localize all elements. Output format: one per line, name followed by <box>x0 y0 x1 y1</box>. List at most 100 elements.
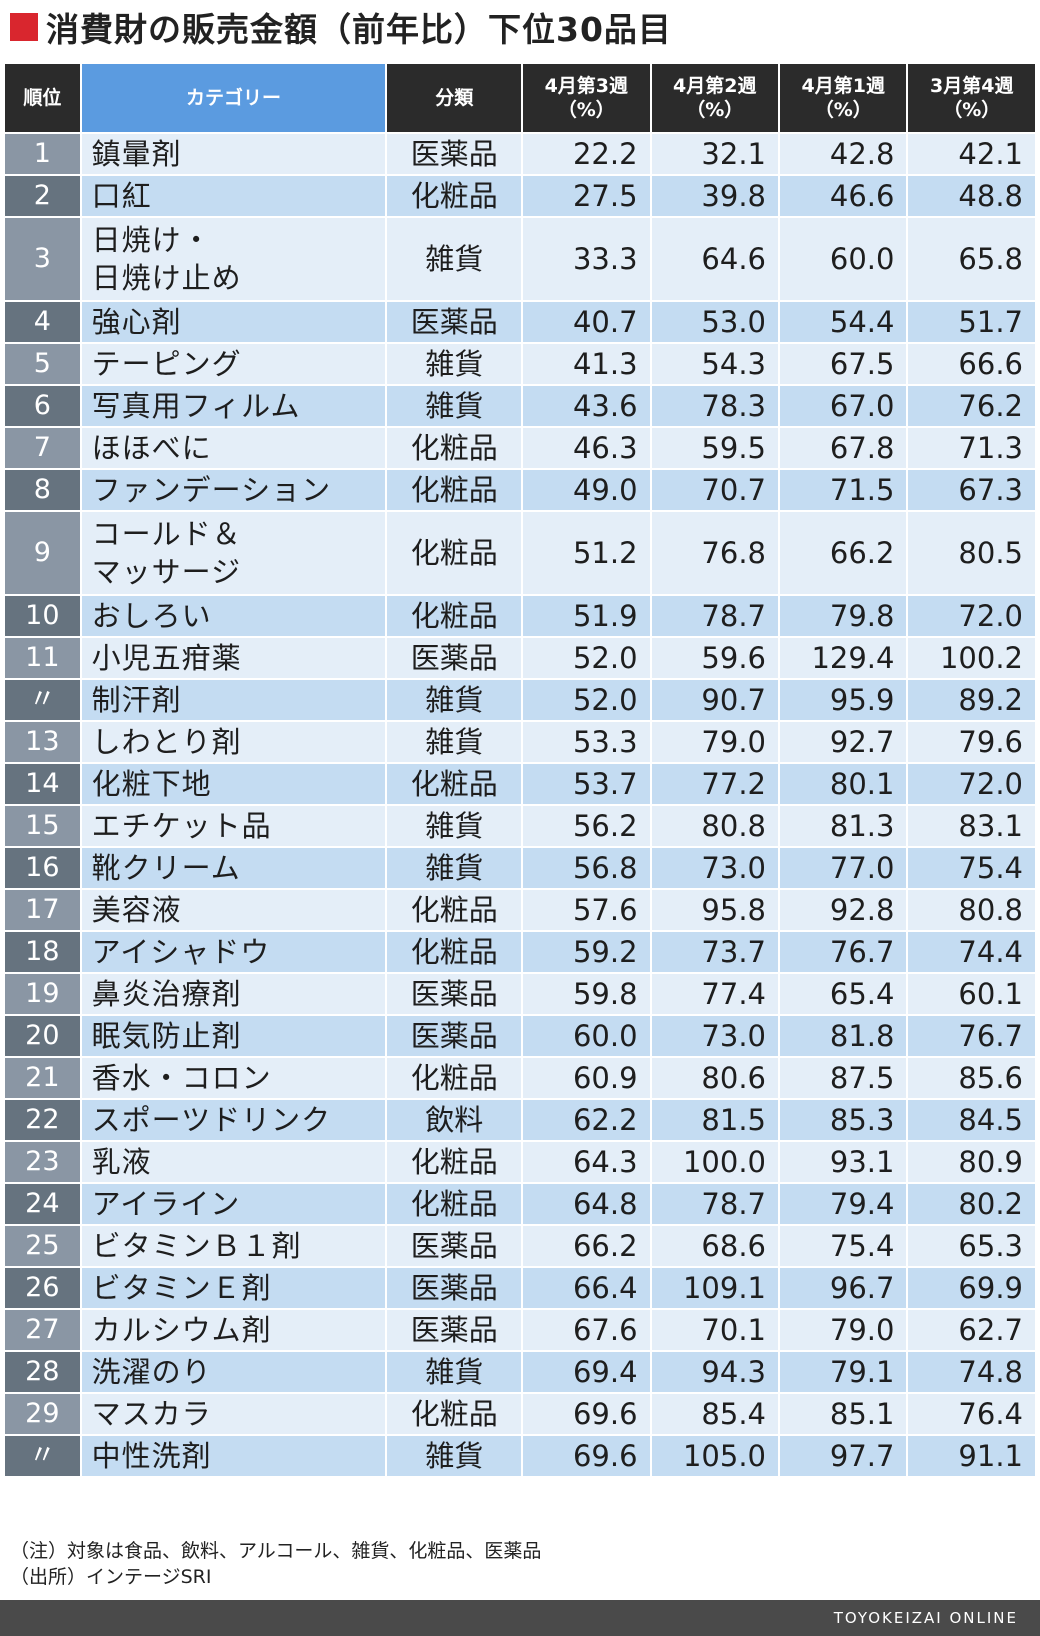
value-cell-apr3: 59.2 <box>521 930 652 974</box>
table-row: 11 小児五疳薬 医薬品 52.0 59.6 129.4 100.2 <box>3 636 1037 680</box>
value-cell-apr1: 97.7 <box>777 1434 909 1478</box>
table-row: 22 スポーツドリンク 飲料 62.2 81.5 85.3 84.5 <box>3 1098 1037 1142</box>
class-cell: 化粧品 <box>385 174 524 218</box>
value-cell-mar4: 72.0 <box>906 762 1037 806</box>
rank-cell: 8 <box>3 468 82 512</box>
table-row: 26 ビタミンＥ剤 医薬品 66.4 109.1 96.7 69.9 <box>3 1266 1037 1310</box>
rank-cell: 19 <box>3 972 82 1016</box>
category-cell: アイライン <box>79 1182 388 1226</box>
footer-bar: TOYOKEIZAI ONLINE <box>0 1600 1040 1636</box>
class-cell: 雑貨 <box>385 1434 524 1478</box>
rank-cell: 3 <box>3 216 82 302</box>
value-cell-mar4: 42.1 <box>906 132 1037 176</box>
class-cell: 医薬品 <box>385 1266 524 1310</box>
value-cell-apr2: 78.3 <box>649 384 781 428</box>
rank-cell: 14 <box>3 762 82 806</box>
table-row: 9 コールド＆ マッサージ 化粧品 51.2 76.8 66.2 80.5 <box>3 510 1037 596</box>
class-cell: 化粧品 <box>385 1392 524 1436</box>
value-cell-apr1: 79.0 <box>777 1308 909 1352</box>
category-cell: マスカラ <box>79 1392 388 1436</box>
header-rank: 順位 <box>3 62 82 134</box>
rank-cell: 11 <box>3 636 82 680</box>
value-cell-apr2: 80.6 <box>649 1056 781 1100</box>
value-cell-mar4: 89.2 <box>906 678 1037 722</box>
value-cell-apr3: 56.2 <box>521 804 652 848</box>
category-cell: 強心剤 <box>79 300 388 344</box>
value-cell-apr2: 79.0 <box>649 720 781 764</box>
class-cell: 化粧品 <box>385 930 524 974</box>
value-cell-mar4: 48.8 <box>906 174 1037 218</box>
value-cell-mar4: 71.3 <box>906 426 1037 470</box>
value-cell-apr3: 56.8 <box>521 846 652 890</box>
value-cell-mar4: 80.9 <box>906 1140 1037 1184</box>
value-cell-apr2: 78.7 <box>649 1182 781 1226</box>
ranking-table: 順位 カテゴリー 分類 4月第3週 （%） 4月第2週 （%） 4月第1週 （%… <box>3 62 1037 1478</box>
rank-cell: 6 <box>3 384 82 428</box>
category-cell: しわとり剤 <box>79 720 388 764</box>
rank-cell: 7 <box>3 426 82 470</box>
value-cell-mar4: 91.1 <box>906 1434 1037 1478</box>
rank-cell: 27 <box>3 1308 82 1352</box>
class-cell: 化粧品 <box>385 888 524 932</box>
rank-cell: 15 <box>3 804 82 848</box>
table-row: 28 洗濯のり 雑貨 69.4 94.3 79.1 74.8 <box>3 1350 1037 1394</box>
table-row: 17 美容液 化粧品 57.6 95.8 92.8 80.8 <box>3 888 1037 932</box>
value-cell-apr1: 80.1 <box>777 762 909 806</box>
table-row: 4 強心剤 医薬品 40.7 53.0 54.4 51.7 <box>3 300 1037 344</box>
class-cell: 化粧品 <box>385 426 524 470</box>
value-cell-mar4: 76.4 <box>906 1392 1037 1436</box>
header-row: 順位 カテゴリー 分類 4月第3週 （%） 4月第2週 （%） 4月第1週 （%… <box>3 62 1037 134</box>
value-cell-mar4: 74.4 <box>906 930 1037 974</box>
value-cell-mar4: 72.0 <box>906 594 1037 638</box>
value-cell-apr1: 71.5 <box>777 468 909 512</box>
category-cell: カルシウム剤 <box>79 1308 388 1352</box>
value-cell-apr3: 62.2 <box>521 1098 652 1142</box>
value-cell-apr3: 53.7 <box>521 762 652 806</box>
category-cell: 口紅 <box>79 174 388 218</box>
rank-cell: 21 <box>3 1056 82 1100</box>
category-cell: 美容液 <box>79 888 388 932</box>
value-cell-apr1: 96.7 <box>777 1266 909 1310</box>
header-week-mar4: 3月第4週 （%） <box>906 62 1037 134</box>
table-row: 23 乳液 化粧品 64.3 100.0 93.1 80.9 <box>3 1140 1037 1184</box>
value-cell-apr3: 27.5 <box>521 174 652 218</box>
category-cell: 小児五疳薬 <box>79 636 388 680</box>
value-cell-mar4: 79.6 <box>906 720 1037 764</box>
header-week-apr2: 4月第2週 （%） <box>649 62 781 134</box>
class-cell: 医薬品 <box>385 300 524 344</box>
rank-cell: 〃 <box>3 678 82 722</box>
table-row: 13 しわとり剤 雑貨 53.3 79.0 92.7 79.6 <box>3 720 1037 764</box>
header-category: カテゴリー <box>79 62 388 134</box>
class-cell: 雑貨 <box>385 216 524 302</box>
value-cell-apr1: 85.1 <box>777 1392 909 1436</box>
class-cell: 化粧品 <box>385 594 524 638</box>
value-cell-apr1: 42.8 <box>777 132 909 176</box>
value-cell-apr2: 105.0 <box>649 1434 781 1478</box>
value-cell-apr2: 94.3 <box>649 1350 781 1394</box>
rank-cell: 2 <box>3 174 82 218</box>
rank-cell: 24 <box>3 1182 82 1226</box>
category-cell: 眠気防止剤 <box>79 1014 388 1058</box>
value-cell-apr2: 95.8 <box>649 888 781 932</box>
value-cell-apr2: 76.8 <box>649 510 781 596</box>
value-cell-apr3: 46.3 <box>521 426 652 470</box>
class-cell: 雑貨 <box>385 384 524 428</box>
value-cell-apr3: 59.8 <box>521 972 652 1016</box>
table-row: 19 鼻炎治療剤 医薬品 59.8 77.4 65.4 60.1 <box>3 972 1037 1016</box>
value-cell-mar4: 76.2 <box>906 384 1037 428</box>
category-cell: テーピング <box>79 342 388 386</box>
rank-cell: 1 <box>3 132 82 176</box>
table-row: 1 鎮暈剤 医薬品 22.2 32.1 42.8 42.1 <box>3 132 1037 176</box>
value-cell-apr3: 69.6 <box>521 1392 652 1436</box>
title-row: 消費財の販売金額（前年比）下位30品目 <box>10 4 672 50</box>
table-row: 5 テーピング 雑貨 41.3 54.3 67.5 66.6 <box>3 342 1037 386</box>
value-cell-apr1: 92.7 <box>777 720 909 764</box>
table-row: 14 化粧下地 化粧品 53.7 77.2 80.1 72.0 <box>3 762 1037 806</box>
class-cell: 化粧品 <box>385 468 524 512</box>
value-cell-apr2: 73.0 <box>649 846 781 890</box>
value-cell-apr3: 66.4 <box>521 1266 652 1310</box>
category-cell: 靴クリーム <box>79 846 388 890</box>
rank-cell: 4 <box>3 300 82 344</box>
value-cell-mar4: 51.7 <box>906 300 1037 344</box>
value-cell-apr2: 100.0 <box>649 1140 781 1184</box>
